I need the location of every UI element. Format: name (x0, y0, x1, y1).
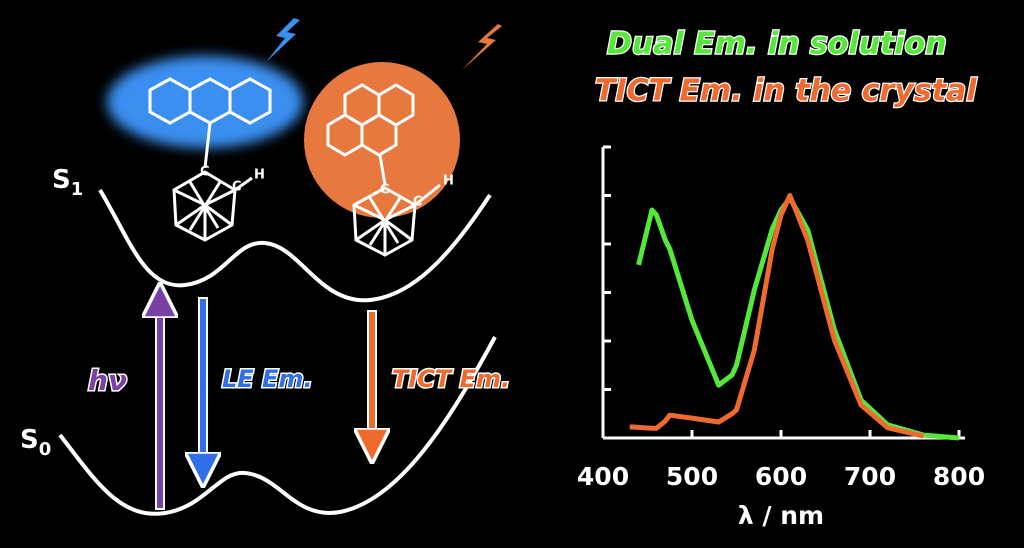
atom-label: H (254, 168, 265, 183)
state-label: S1 (52, 165, 83, 201)
tict-glow (304, 62, 460, 218)
molecule (326, 83, 441, 257)
emission-label: TICT Em. (392, 365, 510, 393)
arrow (160, 297, 372, 510)
spectrum-chart: Dual Em. in solution TICT Em. in the crys… (577, 25, 985, 530)
x-tick-label: 400 (577, 462, 629, 491)
s0-curve (58, 336, 497, 516)
atom-label: C (413, 195, 423, 210)
x-tick-label: 700 (844, 462, 896, 491)
lightning (266, 18, 300, 62)
atom-label: C (380, 183, 390, 198)
legend-entry: TICT Em. in the crystal (595, 74, 977, 109)
x-tick-label: 800 (933, 462, 985, 491)
x-tick-label: 500 (666, 462, 718, 491)
series-line (636, 195, 960, 441)
molecule (148, 77, 272, 242)
emission-label: LE Em. (222, 365, 313, 393)
excitation-label: hν (88, 364, 127, 397)
x-axis-label: λ / nm (738, 501, 824, 530)
series-line (629, 193, 924, 439)
le-glow (107, 56, 303, 148)
legend-entry: Dual Em. in solution (607, 27, 947, 62)
atom-label: C (232, 180, 242, 195)
atom-label: C (200, 165, 210, 180)
state-label: S0 (20, 425, 51, 461)
x-tick-label: 600 (755, 462, 807, 491)
lightning (462, 24, 502, 70)
s1-curve (98, 188, 492, 303)
atom-label: H (443, 174, 454, 189)
